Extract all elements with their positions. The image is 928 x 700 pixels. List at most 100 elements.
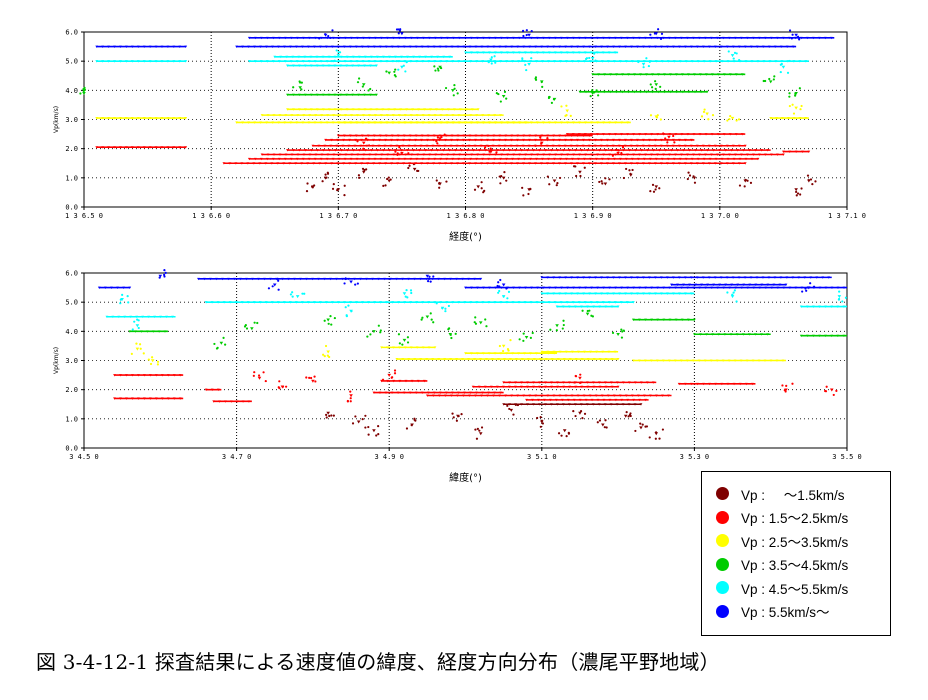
data-point [583, 412, 587, 415]
data-point [375, 434, 378, 437]
data-point [636, 394, 640, 397]
data-point [500, 286, 503, 289]
data-point [666, 60, 670, 63]
data-point [492, 45, 496, 48]
data-point [570, 162, 573, 165]
data-point [746, 179, 749, 182]
data-point [722, 73, 726, 76]
data-point [602, 398, 606, 402]
data-point [336, 138, 340, 142]
data-point [717, 333, 721, 336]
data-point [701, 144, 705, 148]
data-point [324, 162, 328, 165]
data-point [540, 162, 543, 165]
data-point [630, 292, 633, 295]
data-point [478, 429, 481, 432]
data-point [505, 60, 509, 63]
data-point [328, 149, 331, 152]
data-point [546, 136, 549, 140]
data-point [235, 45, 238, 48]
data-point [446, 153, 450, 156]
data-point [704, 153, 707, 156]
data-point [613, 51, 617, 54]
data-point [651, 183, 655, 186]
data-point [616, 151, 620, 155]
data-point [297, 64, 301, 67]
data-point [670, 149, 674, 152]
data-point [612, 45, 616, 48]
data-point [642, 394, 646, 397]
data-point [666, 292, 669, 295]
data-point [367, 157, 371, 161]
data-point [710, 286, 714, 289]
data-point [544, 358, 548, 361]
data-point [631, 168, 634, 172]
data-point [724, 283, 728, 287]
data-point [594, 138, 597, 142]
data-point [396, 391, 400, 394]
data-point [427, 60, 431, 63]
data-point [597, 403, 601, 406]
data-point [431, 144, 435, 148]
data-point [408, 164, 411, 167]
data-point [681, 90, 685, 94]
data-point [370, 149, 373, 152]
data-point [743, 276, 747, 279]
data-point [452, 153, 456, 156]
data-point [224, 400, 227, 403]
data-point [327, 55, 331, 59]
data-point [425, 144, 429, 148]
data-point [629, 412, 632, 415]
data-point [571, 36, 575, 40]
data-point [421, 301, 425, 304]
data-point [303, 108, 307, 111]
data-point [345, 315, 348, 318]
data-point [645, 381, 649, 384]
data-point [532, 385, 535, 389]
data-point [633, 403, 637, 406]
data-point [636, 138, 639, 142]
data-point [184, 117, 188, 120]
data-point [791, 103, 794, 106]
data-point [253, 371, 256, 374]
data-point [311, 277, 314, 281]
data-point [119, 60, 122, 63]
data-point [364, 426, 367, 429]
data-point [271, 157, 275, 161]
data-point [421, 157, 425, 161]
data-point [439, 66, 443, 70]
data-point [463, 60, 467, 63]
data-point [494, 51, 497, 54]
data-point [431, 394, 435, 397]
data-point [592, 381, 595, 384]
data-point [764, 286, 768, 289]
data-point [263, 277, 266, 281]
data-point [235, 121, 238, 124]
data-point [451, 157, 455, 161]
data-point [333, 59, 336, 62]
data-point [480, 138, 483, 142]
data-point [464, 108, 468, 111]
data-point [798, 60, 802, 63]
data-point [486, 134, 490, 137]
data-point [716, 153, 719, 156]
data-point [654, 87, 657, 90]
data-point [241, 400, 245, 403]
data-point [360, 45, 364, 48]
data-point [655, 359, 659, 362]
data-point [134, 330, 138, 333]
y-tick-label: 3.0 [65, 116, 78, 124]
data-point [707, 118, 710, 121]
data-point [474, 322, 478, 325]
data-point [432, 134, 436, 137]
data-point [178, 60, 182, 63]
data-point [582, 162, 585, 165]
data-point [612, 394, 616, 397]
data-point [573, 305, 577, 308]
data-point [641, 62, 646, 66]
data-point [331, 121, 335, 124]
data-point [142, 60, 146, 63]
data-point [500, 51, 503, 54]
data-point [346, 149, 349, 152]
data-point [286, 108, 289, 111]
